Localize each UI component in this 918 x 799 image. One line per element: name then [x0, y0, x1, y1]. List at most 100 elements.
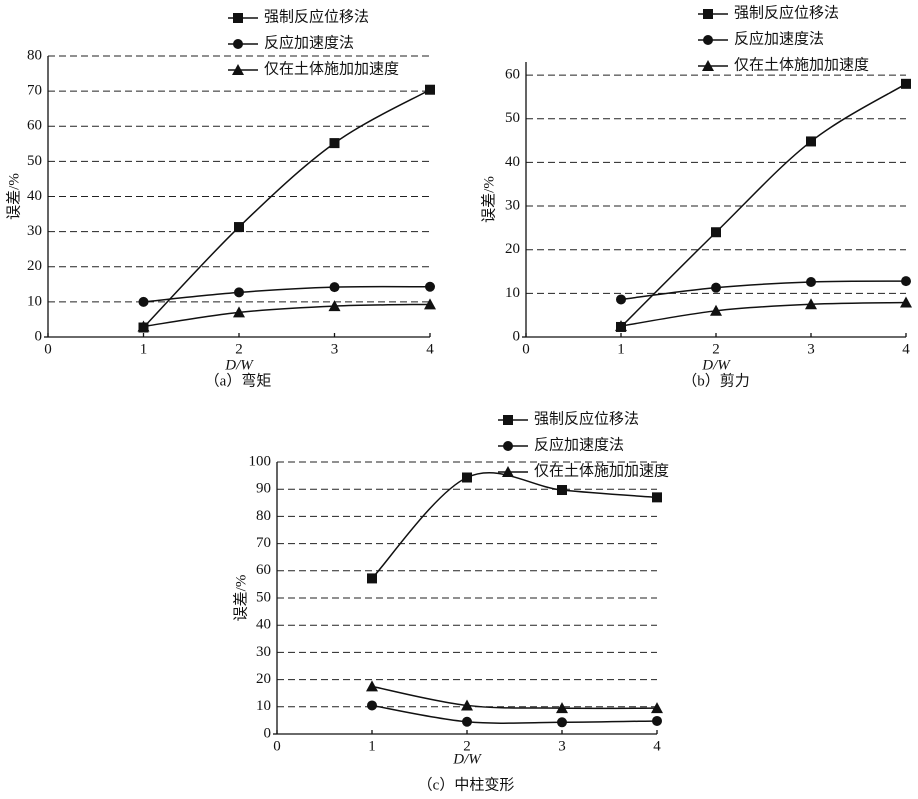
x-tick-label: 2 — [463, 738, 471, 754]
marker-triangle — [233, 306, 245, 318]
series-line — [620, 301, 907, 327]
marker-triangle — [710, 304, 722, 316]
y-axis-label: 误差/% — [232, 575, 249, 622]
series-line — [143, 303, 431, 328]
y-tick-label: 50 — [256, 589, 271, 605]
y-tick-label: 0 — [513, 328, 521, 344]
x-tick-label: 3 — [331, 341, 339, 357]
series-line — [371, 704, 658, 724]
marker-square — [462, 472, 472, 483]
x-tick-label: 2 — [235, 341, 243, 357]
x-tick-label: 1 — [368, 738, 376, 754]
marker-circle — [806, 277, 816, 287]
marker-circle — [425, 281, 435, 292]
chart: 0 10 20 30 40 50 60 0 1 2 3 4 D/W 误差/% （b）剪力 强制反应位移法反应加… — [480, 3, 912, 389]
marker-circle — [367, 700, 377, 711]
x-axis-label: D/W — [224, 357, 254, 373]
y-tick-label: 30 — [256, 644, 271, 660]
series-line — [620, 83, 907, 328]
marker-triangle — [424, 298, 436, 310]
y-tick-label: 10 — [505, 285, 520, 301]
y-tick-label: 40 — [256, 617, 271, 633]
legend-label: 仅在土体施加加速度 — [264, 60, 399, 77]
x-tick-label: 4 — [426, 341, 434, 357]
marker-square — [557, 485, 567, 496]
legend-label: 仅在土体施加加速度 — [534, 462, 669, 479]
chart: 0 10 20 30 40 50 60 70 80 90 100 0 1 2 3 4 D/W 误差/% （c）中柱变… — [232, 409, 669, 793]
marker-square — [234, 222, 244, 233]
marker-square — [329, 138, 340, 149]
x-tick-label: 4 — [653, 738, 661, 754]
series-line — [142, 89, 431, 329]
legend-label: 强制反应位移法 — [534, 409, 639, 427]
marker-circle — [711, 282, 721, 293]
y-axis-label: 误差/% — [5, 173, 22, 220]
marker-triangle — [702, 60, 714, 71]
marker-triangle — [232, 64, 244, 75]
y-tick-label: 60 — [256, 562, 271, 578]
marker-triangle — [366, 680, 378, 692]
series-line — [371, 472, 658, 579]
series-line — [143, 285, 431, 303]
y-tick-label: 90 — [256, 481, 271, 497]
chart-caption: （b）剪力 — [682, 372, 750, 389]
x-tick-label: 0 — [44, 341, 52, 357]
marker-triangle — [137, 320, 150, 332]
marker-triangle — [805, 298, 817, 310]
y-axis-label: 误差/% — [480, 176, 497, 223]
marker-triangle — [461, 699, 473, 711]
marker-circle — [652, 715, 662, 726]
chart-caption: （c）中柱变形 — [418, 776, 515, 793]
y-tick-label: 0 — [35, 328, 43, 344]
marker-square — [806, 136, 816, 147]
legend-label: 仅在土体施加加速度 — [734, 56, 869, 73]
x-axis-label: D/W — [452, 751, 482, 767]
marker-square — [503, 415, 513, 425]
x-tick-label: 2 — [712, 341, 720, 357]
x-tick-label: 0 — [273, 738, 281, 754]
marker-square — [703, 9, 713, 19]
marker-circle — [138, 296, 149, 307]
x-tick-label: 0 — [522, 341, 530, 357]
marker-circle — [503, 441, 513, 451]
legend-label: 反应加速度法 — [264, 33, 354, 51]
y-tick-label: 100 — [249, 453, 272, 469]
marker-triangle — [900, 296, 912, 308]
y-tick-label: 20 — [505, 241, 520, 257]
y-tick-label: 30 — [505, 197, 520, 213]
marker-circle — [233, 39, 243, 49]
marker-square — [901, 78, 911, 89]
legend-label: 反应加速度法 — [534, 435, 624, 453]
x-axis-label: D/W — [701, 357, 731, 373]
marker-square — [367, 573, 377, 584]
chart-caption: （a）弯矩 — [205, 372, 272, 389]
y-tick-label: 70 — [256, 535, 271, 551]
y-tick-label: 10 — [27, 293, 42, 309]
y-tick-label: 50 — [27, 153, 42, 169]
marker-square — [652, 492, 662, 503]
marker-square — [425, 84, 435, 95]
x-tick-label: 1 — [140, 341, 148, 357]
x-tick-label: 4 — [902, 341, 910, 357]
y-tick-label: 40 — [27, 188, 42, 204]
chart: 0 10 20 30 40 50 60 70 80 0 1 2 3 4 D/W 误差/% （a）弯矩 强制反应位移… — [5, 7, 436, 389]
legend-label: 反应加速度法 — [734, 29, 824, 47]
legend-label: 强制反应位移法 — [264, 7, 369, 25]
marker-circle — [234, 287, 244, 298]
marker-triangle — [328, 300, 341, 312]
x-tick-label: 3 — [558, 738, 566, 754]
marker-circle — [557, 717, 567, 728]
x-tick-label: 1 — [617, 341, 625, 357]
marker-square — [711, 227, 721, 238]
marker-triangle — [615, 320, 627, 332]
x-tick-label: 3 — [807, 341, 815, 357]
y-tick-label: 60 — [27, 118, 42, 134]
marker-triangle — [556, 702, 568, 714]
marker-circle — [329, 282, 340, 293]
marker-circle — [901, 276, 911, 287]
marker-triangle — [502, 466, 514, 477]
y-tick-label: 30 — [27, 223, 42, 239]
legend-label: 强制反应位移法 — [734, 3, 839, 21]
marker-circle — [462, 716, 472, 727]
